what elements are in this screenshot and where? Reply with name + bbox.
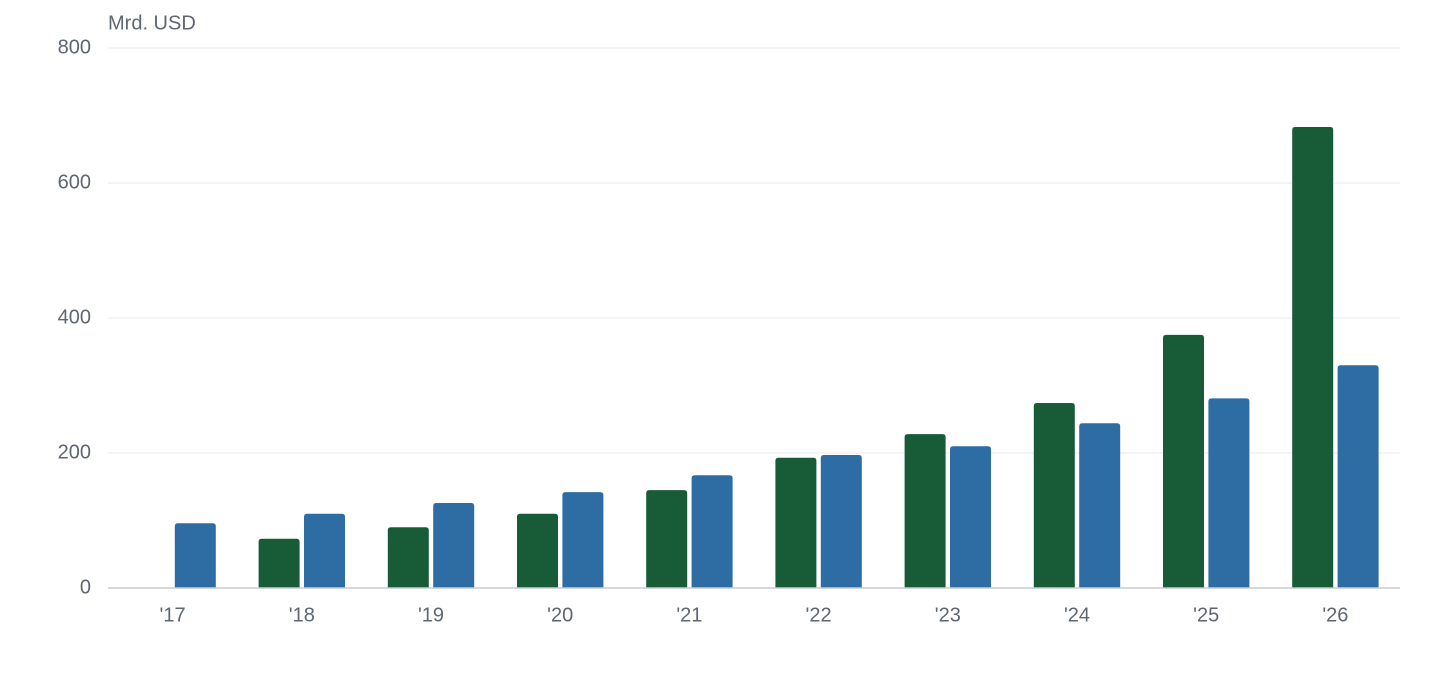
x-tick-label: '25 xyxy=(1193,604,1219,626)
y-tick-label: 800 xyxy=(58,36,91,58)
y-tick-label: 0 xyxy=(80,576,91,598)
bar xyxy=(1079,423,1121,588)
x-tick-label: '22 xyxy=(806,604,832,626)
x-tick-label: '26 xyxy=(1322,604,1348,626)
x-tick-label: '18 xyxy=(289,604,315,626)
bar xyxy=(950,446,991,588)
bar xyxy=(1033,403,1075,588)
bar xyxy=(1337,365,1379,588)
bar xyxy=(646,490,688,588)
bar xyxy=(820,455,862,588)
bar xyxy=(904,434,946,588)
y-tick-label: 600 xyxy=(58,171,91,193)
bar xyxy=(433,502,475,588)
y-tick-label: 400 xyxy=(58,306,91,328)
x-tick-label: '21 xyxy=(676,604,702,626)
bar xyxy=(517,513,558,588)
bar xyxy=(691,475,733,588)
bar xyxy=(304,513,345,588)
y-axis-label: Mrd. USD xyxy=(108,12,196,34)
x-tick-label: '23 xyxy=(935,604,961,626)
bar xyxy=(1292,126,1334,588)
x-tick-label: '19 xyxy=(418,604,444,626)
x-tick-label: '20 xyxy=(547,604,573,626)
y-tick-label: 200 xyxy=(58,441,91,463)
bar xyxy=(387,527,429,588)
x-tick-label: '17 xyxy=(160,604,186,626)
bar xyxy=(174,523,216,588)
x-tick-label: '24 xyxy=(1064,604,1090,626)
bar xyxy=(1208,398,1250,588)
bar xyxy=(775,457,817,588)
bar xyxy=(1163,334,1204,588)
bar xyxy=(258,538,300,588)
bar xyxy=(562,492,604,588)
